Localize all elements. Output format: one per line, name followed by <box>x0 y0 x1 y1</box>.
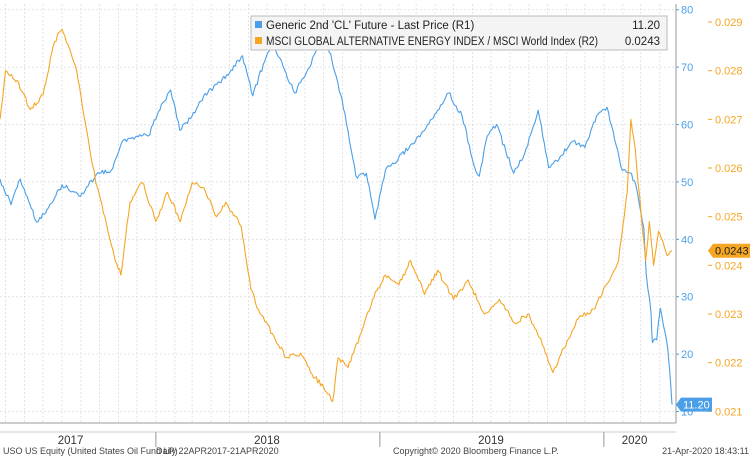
legend-value-alt-energy: 0.0243 <box>625 36 660 48</box>
year-label: 2020 <box>622 435 648 447</box>
r1-tick-label: 60 <box>681 120 693 132</box>
r1-tick-label: 50 <box>681 177 693 189</box>
chart-canvas: 1020304050607080 0.0210.0220.0230.0240.0… <box>0 0 752 458</box>
legend-swatch-cl <box>255 21 262 28</box>
r2-tick-label: 0.021 <box>715 406 743 418</box>
legend: Generic 2nd 'CL' Future - Last Price (R1… <box>251 16 667 50</box>
r2-tick-label: 0.024 <box>715 260 743 272</box>
r1-tick-label: 20 <box>681 349 693 361</box>
r2-tick-label: 0.022 <box>715 358 743 370</box>
r2-tick-label: 0.027 <box>715 114 743 126</box>
footer-range: Daily 22APR2017-21APR2020 <box>156 446 279 456</box>
legend-label-alt-energy: MSCI GLOBAL ALTERNATIVE ENERGY INDEX / M… <box>266 36 598 48</box>
x-axis: 2017 2018 2019 2020 <box>0 432 676 447</box>
legend-swatch-alt-energy <box>255 37 262 44</box>
right-axis-r2: 0.021 0.022 0.023 0.024 0.025 0.026 0.027 0.028… <box>708 17 743 418</box>
r1-tick-label: 40 <box>681 234 693 246</box>
r2-tick-label: 0.025 <box>715 212 743 224</box>
footer-timestamp: 21-Apr-2020 18:43:11 <box>662 446 749 456</box>
legend-value-cl: 11.20 <box>632 20 660 32</box>
footer-ticker: USO US Equity (United States Oil Fund LP… <box>3 446 178 456</box>
r2-tick-label: 0.029 <box>715 17 743 29</box>
r2-tick-label: 0.023 <box>715 309 743 321</box>
last-value-text-alt-energy: 0.0243 <box>715 246 749 258</box>
last-value-text-cl: 11.20 <box>683 400 710 412</box>
r2-tick-label: 0.028 <box>715 66 743 78</box>
legend-label-cl: Generic 2nd 'CL' Future - Last Price (R1… <box>266 20 474 32</box>
r1-tick-label: 80 <box>681 5 693 17</box>
r1-tick-label: 30 <box>681 292 693 304</box>
footer-copyright: Copyright© 2020 Bloomberg Finance L.P. <box>393 446 559 456</box>
footer: USO US Equity (United States Oil Fund LP… <box>3 446 749 456</box>
r1-tick-label: 70 <box>681 62 693 74</box>
r2-tick-label: 0.026 <box>715 163 743 175</box>
